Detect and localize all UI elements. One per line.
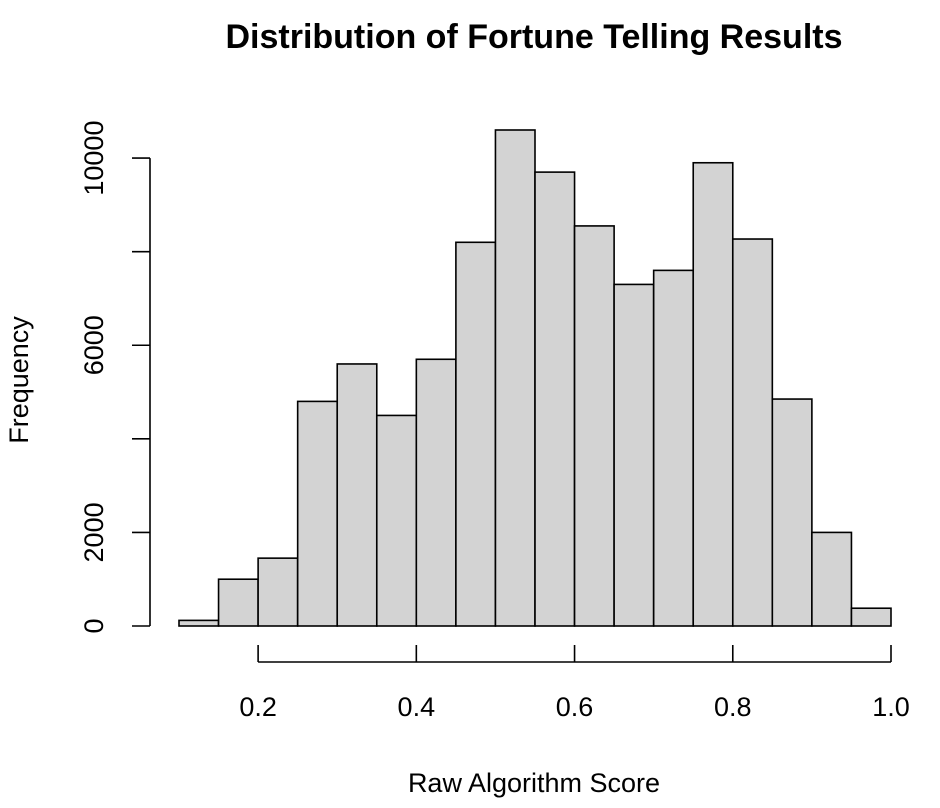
histogram-bar [455,241,497,627]
histogram-bar [573,225,615,627]
x-tick-label: 1.0 [872,692,910,722]
histogram-bar [771,398,813,627]
y-tick-label: 10000 [79,121,109,196]
y-tick-label: 0 [79,618,109,633]
chart-title: Distribution of Fortune Telling Results [225,18,842,56]
histogram-bar [257,557,299,627]
histogram-bar [534,171,576,627]
x-tick-label: 0.6 [556,692,594,722]
histogram-bar [178,619,220,627]
y-tick-label: 2000 [79,502,109,562]
x-tick-label: 0.8 [714,692,752,722]
x-axis-label: Raw Algorithm Score [408,768,660,798]
histogram-bar [652,269,695,627]
histogram-bar [296,400,339,627]
y-axis-label: Frequency [4,316,34,444]
histogram-bar [731,238,774,627]
histogram-bars [178,129,892,627]
x-axis: 0.2 0.4 0.6 0.8 1.0 [239,645,910,722]
histogram-bar [850,607,892,627]
histogram-bar [217,578,259,627]
histogram-bar [692,161,734,627]
histogram-bar [375,414,418,627]
histogram-bar [494,129,536,627]
x-tick-label: 0.2 [239,692,277,722]
histogram-bar [613,283,655,627]
x-tick-label: 0.4 [398,692,436,722]
histogram-bar [336,363,378,627]
y-axis: 0 2000 6000 10000 [79,121,151,634]
y-tick-label: 6000 [79,315,109,375]
histogram-bar [811,531,853,627]
histogram-bar [415,358,457,627]
